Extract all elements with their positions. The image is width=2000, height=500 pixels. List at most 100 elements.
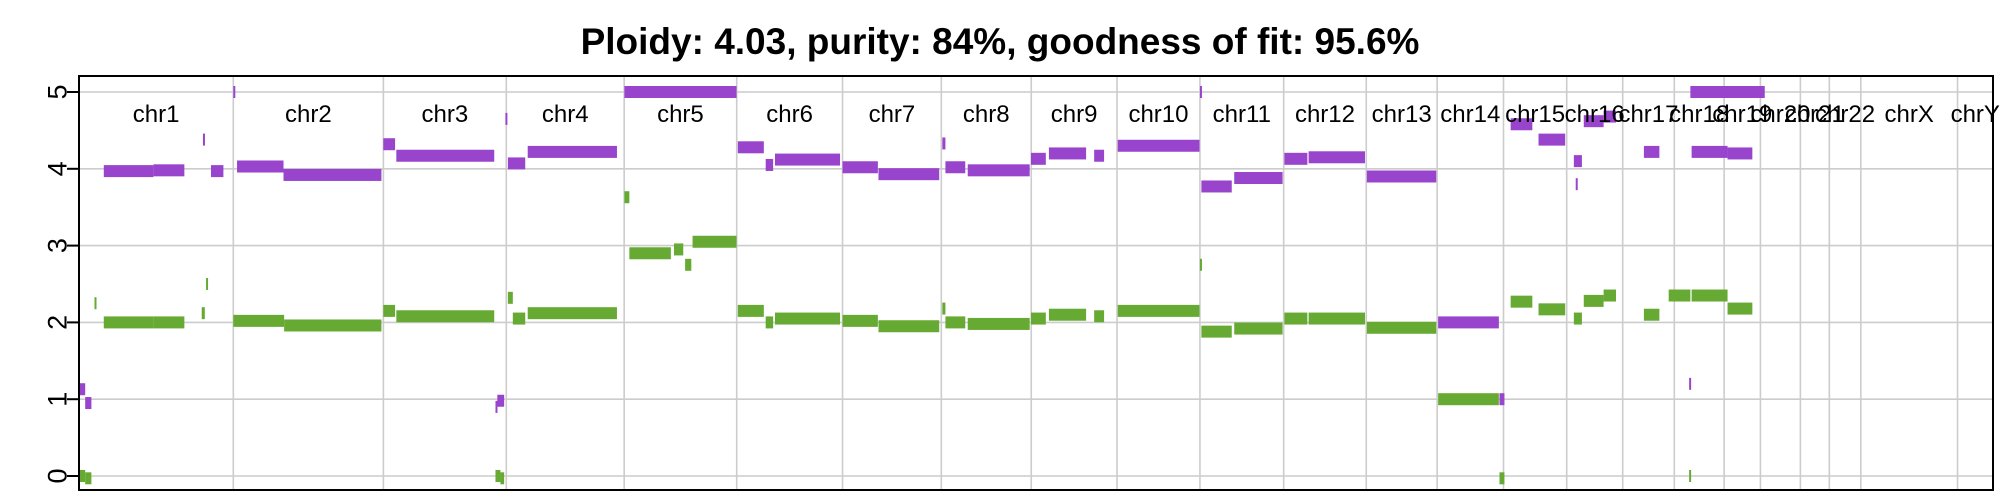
total-cn-segment: [507, 157, 526, 170]
total-cn-segment: [153, 164, 185, 177]
chromosome-label: chr2: [285, 101, 332, 128]
minor-cn-segment: [1583, 294, 1604, 307]
minor-cn-segment: [1727, 302, 1753, 315]
total-cn-segment: [1030, 152, 1046, 165]
y-tick-label: 3: [42, 238, 72, 253]
minor-cn-segment: [685, 258, 692, 271]
chromosome-labels: chr1 chr2 chr3 chr4 chr5 chr6 chr7 chr8 chr9 chr1…: [133, 101, 2000, 128]
chromosome-label: chrY: [1951, 101, 2000, 128]
total-cn-segment: [1438, 316, 1499, 329]
total-cn-segment: [283, 168, 382, 181]
minor-cn-segment: [284, 319, 382, 332]
total-cn-segment: [1366, 170, 1437, 183]
total-cn-segment: [774, 153, 841, 166]
y-tick-label: 4: [42, 161, 72, 176]
total-cn-segment: [945, 161, 966, 174]
minor-cn-segment: [1538, 303, 1566, 316]
minor-cn-segment: [842, 314, 878, 327]
total-cn-segment: [1308, 151, 1365, 164]
total-cn-segment: [237, 160, 284, 173]
chromosome-label: chr5: [657, 101, 704, 128]
minor-cn-segment: [1308, 312, 1365, 325]
minor-cn-segment: [1643, 308, 1660, 321]
chromosome-label: chr16: [1565, 101, 1625, 128]
total-cn-segment: [383, 138, 396, 151]
chromosome-label: chr18: [1669, 101, 1729, 128]
chromosome-label: chr20: [1750, 101, 1810, 128]
total-cn-segment: [1048, 147, 1087, 160]
chromosome-label: chr14: [1440, 101, 1500, 128]
total-cn-segment: [1234, 172, 1283, 185]
minor-cn-segment: [624, 191, 630, 204]
minor-copy-number-series: [79, 191, 1753, 485]
minor-cn-segment: [396, 310, 495, 323]
total-cn-segment: [1643, 145, 1660, 158]
plot-frame: [78, 75, 1994, 491]
total-cn-segment: [1690, 86, 1765, 98]
minor-cn-segment: [1234, 322, 1283, 335]
minor-cn-segment: [206, 278, 209, 290]
total-cn-segment: [1689, 377, 1692, 390]
total-cn-segment: [1499, 393, 1505, 406]
chromosome-label: chr21: [1785, 101, 1845, 128]
minor-cn-segment: [1048, 308, 1087, 321]
minor-cn-segment: [967, 317, 1030, 330]
total-cn-segment: [85, 397, 92, 410]
y-tick-label: 1: [42, 392, 72, 407]
minor-cn-segment: [629, 247, 671, 260]
chromosome-label: chrX: [1884, 101, 1933, 128]
total-cn-segment: [497, 394, 505, 407]
chromosome-label: chr11: [1213, 101, 1271, 128]
minor-cn-segment: [153, 316, 185, 329]
minor-cn-segment: [878, 320, 940, 333]
y-tick-label: 2: [42, 315, 72, 330]
total-cn-segment: [1691, 145, 1728, 158]
chromosome-label: chr1: [133, 101, 180, 128]
total-cn-segment: [842, 161, 878, 174]
total-cn-segment: [737, 141, 764, 154]
grid-layer: [78, 76, 1993, 490]
total-copy-number-series: [79, 86, 1765, 413]
total-cn-segment: [942, 137, 946, 150]
total-cn-segment: [1201, 180, 1232, 193]
minor-cn-segment: [673, 243, 684, 256]
minor-cn-segment: [85, 472, 92, 485]
chromosome-label: chr15: [1505, 101, 1565, 128]
total-cn-segment: [233, 86, 236, 98]
minor-cn-segment: [1668, 289, 1691, 302]
chromosome-label: chr12: [1295, 101, 1355, 128]
chromosome-label: chr9: [1051, 101, 1098, 128]
minor-cn-segment: [1499, 472, 1505, 485]
minor-cn-segment: [1438, 393, 1499, 406]
chromosome-label: chr8: [963, 101, 1010, 128]
minor-cn-segment: [1030, 312, 1046, 325]
minor-cn-segment: [1366, 321, 1437, 334]
minor-cn-segment: [1689, 470, 1692, 482]
chromosome-label: chr6: [766, 101, 813, 128]
minor-cn-segment: [692, 235, 737, 248]
minor-cn-segment: [1573, 312, 1582, 325]
chromosome-label: chr10: [1128, 101, 1188, 128]
total-cn-segment: [1094, 149, 1105, 162]
total-cn-segment: [967, 164, 1030, 177]
total-cn-segment: [1284, 152, 1308, 165]
total-cn-segment: [211, 165, 224, 178]
total-cn-segment: [1117, 139, 1200, 152]
minor-cn-segment: [737, 304, 764, 317]
chromosome-label: chr19: [1712, 101, 1772, 128]
y-tick-label: 0: [42, 468, 72, 483]
minor-cn-segment: [1603, 289, 1617, 302]
total-cn-segment: [878, 168, 940, 181]
y-tick-label: 5: [42, 84, 72, 99]
chromosome-label: chr7: [869, 101, 916, 128]
total-cn-segment: [1199, 86, 1202, 98]
total-cn-segment: [495, 400, 498, 413]
total-cn-segment: [1538, 133, 1566, 146]
total-cn-segment: [527, 145, 617, 158]
total-cn-segment: [396, 149, 495, 162]
y-axis: 0 1 2 3 4 5: [42, 84, 80, 484]
total-cn-segment: [202, 133, 205, 146]
total-cn-segment: [1603, 110, 1617, 123]
